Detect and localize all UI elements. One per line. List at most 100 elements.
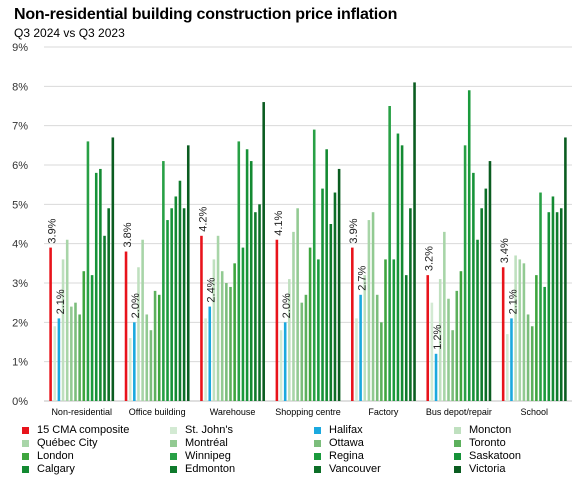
legend-item: Saskatoon: [454, 450, 521, 462]
bars: [49, 82, 567, 402]
bar: [208, 306, 212, 401]
bar: [359, 294, 362, 401]
bar: [174, 196, 178, 401]
bar: [551, 196, 555, 401]
legend-label: Victoria: [469, 463, 506, 475]
legend-label: Calgary: [37, 463, 75, 475]
bar: [380, 322, 383, 401]
bar: [480, 208, 483, 401]
bar: [392, 259, 396, 401]
x-tick-label: Bus depot/repair: [426, 407, 492, 417]
legend-item: Victoria: [454, 463, 505, 475]
legend-item: Regina: [314, 450, 364, 462]
bar: [522, 263, 526, 401]
bar: [438, 279, 442, 401]
bar: [371, 212, 375, 401]
y-tick-label: 9%: [12, 42, 28, 54]
legend-item: Edmonton: [170, 463, 235, 475]
bar: [74, 302, 77, 401]
bar: [329, 224, 333, 401]
bar: [463, 145, 467, 401]
legend-item: Québec City: [22, 437, 98, 449]
bar: [514, 255, 517, 401]
bar: [367, 220, 371, 401]
bar: [526, 314, 530, 401]
bar: [296, 208, 299, 401]
bar: [304, 294, 308, 401]
data-label: 2.0%: [281, 293, 293, 318]
y-axis-ticks: 0% 1% 2% 3% 4% 5% 6% 7% 8% 9%: [12, 42, 28, 408]
bar: [186, 145, 190, 401]
legend-swatch: [170, 426, 177, 434]
legend-item: Calgary: [22, 463, 75, 475]
legend-label: St. John's: [185, 424, 233, 436]
bar: [107, 208, 110, 401]
bar: [111, 137, 115, 401]
legend-label: Toronto: [469, 437, 506, 449]
legend-label: 15 CMA composite: [37, 424, 130, 436]
bar: [409, 208, 412, 401]
y-tick-label: 4%: [12, 239, 28, 251]
legend-label: Halifax: [329, 424, 363, 436]
bar: [547, 212, 551, 401]
bar: [170, 208, 173, 401]
bar: [49, 247, 52, 401]
bar: [355, 318, 358, 401]
legend-swatch: [454, 439, 461, 447]
bar: [149, 330, 153, 401]
data-label: 3.4%: [499, 238, 511, 263]
legend-label: Moncton: [469, 424, 512, 436]
bar: [90, 275, 94, 401]
bar: [375, 294, 379, 401]
bar: [488, 161, 492, 401]
y-tick-label: 2%: [12, 317, 28, 329]
bar: [400, 145, 404, 401]
legend-swatch: [314, 439, 321, 447]
bar-chart: 0% 1% 2% 3% 4% 5% 6% 7% 8% 9% 3.9% 2.1% 3.8% 2.0% 4.2…: [12, 42, 572, 417]
y-tick-label: 0%: [12, 396, 28, 408]
legend-swatch: [22, 439, 29, 447]
legend-label: Vancouver: [329, 463, 381, 475]
bar: [53, 326, 57, 401]
bar: [351, 247, 354, 401]
data-label: 2.4%: [206, 277, 218, 302]
legend-swatch: [22, 465, 29, 473]
bar: [430, 302, 434, 401]
bar: [157, 294, 161, 401]
legend-label: Ottawa: [329, 437, 364, 449]
bar: [530, 326, 534, 401]
data-label: 3.2%: [424, 246, 436, 271]
bar: [275, 239, 279, 401]
bar: [258, 204, 261, 401]
legend-swatch: [170, 452, 177, 460]
data-label: 3.9%: [348, 218, 360, 243]
bar: [141, 239, 144, 401]
bar: [178, 180, 182, 401]
bar: [225, 283, 228, 401]
legend-item: 15 CMA composite: [22, 424, 129, 436]
legend-swatch: [314, 465, 321, 473]
y-tick-label: 5%: [12, 199, 28, 211]
data-label: 3.9%: [47, 218, 59, 243]
bar: [484, 188, 488, 401]
bar: [535, 275, 538, 401]
data-labels: 3.9% 2.1% 3.8% 2.0% 4.2% 2.4% 4.1% 2.0% 3.9% 2.7%…: [47, 207, 520, 350]
bar: [82, 271, 86, 401]
legend-swatch: [314, 452, 321, 460]
chart-title: Non-residential building construction pr…: [14, 6, 398, 23]
x-axis-ticks: Non-residential Office building Warehouse S…: [51, 407, 548, 417]
bar: [70, 306, 73, 401]
x-tick-label: Factory: [368, 407, 399, 417]
x-tick-label: Office building: [129, 407, 186, 417]
legend-label: Saskatoon: [469, 450, 521, 462]
y-tick-label: 8%: [12, 81, 28, 93]
legend-swatch: [170, 439, 177, 447]
gridlines: [44, 46, 572, 402]
bar: [459, 271, 463, 401]
x-tick-label: Warehouse: [210, 407, 256, 417]
bar: [212, 259, 216, 401]
legend-swatch: [22, 426, 29, 434]
bar: [216, 235, 220, 401]
bar: [455, 290, 459, 401]
bar: [245, 149, 249, 401]
